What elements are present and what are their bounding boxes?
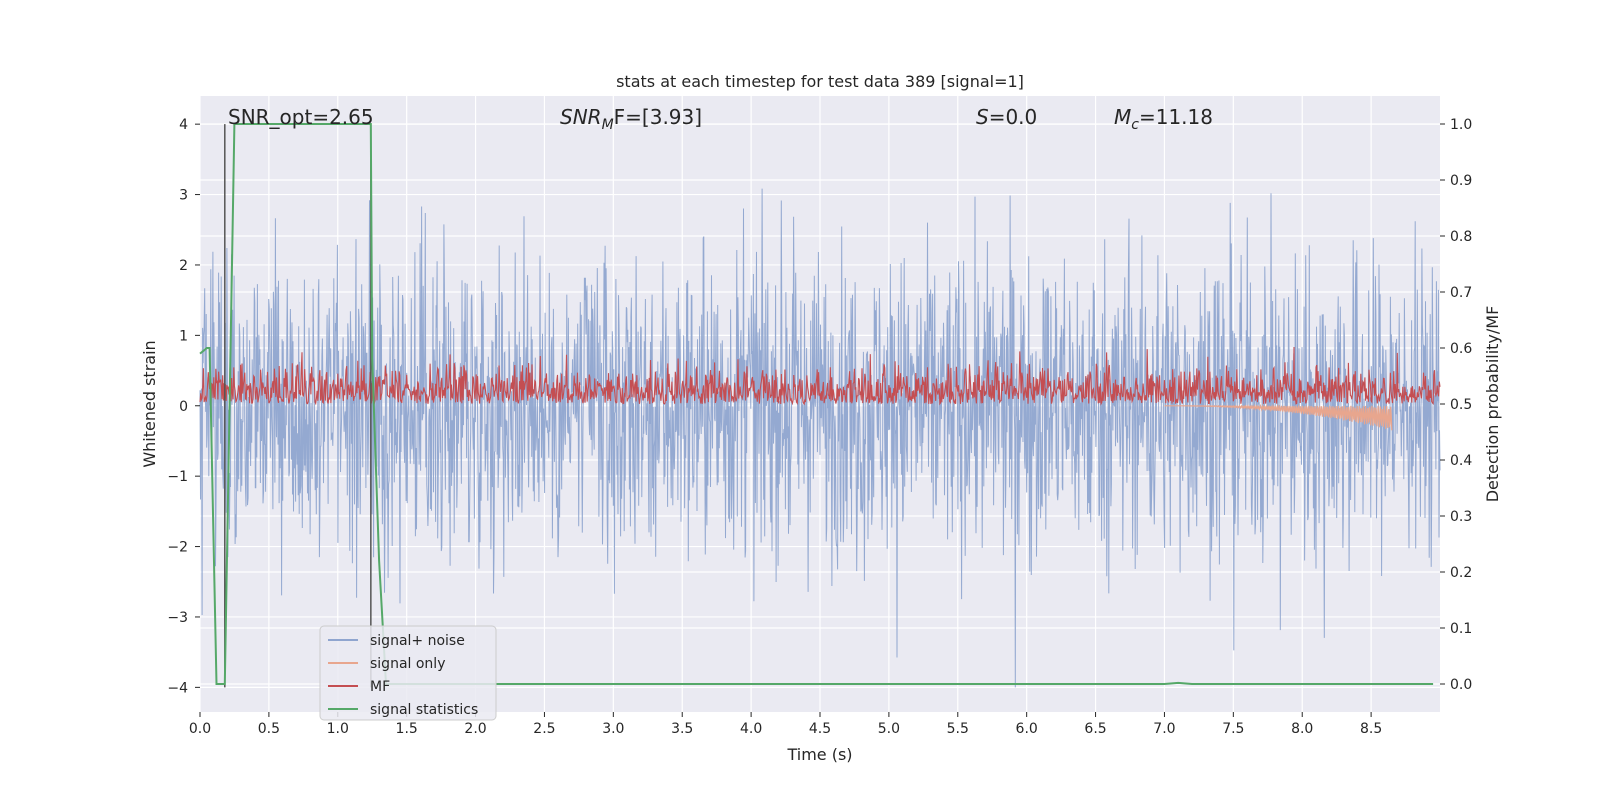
x-tick-label: 4.5	[809, 721, 831, 737]
right-axis-label: Detection probability/MF	[1483, 306, 1502, 503]
y-right-tick-label: 0.1	[1450, 621, 1472, 637]
annotation-mc-subscript: c	[1131, 117, 1139, 133]
legend-label-mf: MF	[370, 679, 390, 695]
x-tick-label: 3.0	[602, 721, 624, 737]
left-axis-label: Whitened strain	[140, 340, 159, 467]
x-tick-label: 7.5	[1222, 721, 1244, 737]
y-right-tick-label: 0.2	[1450, 565, 1472, 581]
x-tick-label: 0.5	[258, 721, 280, 737]
x-tick-label: 4.0	[740, 721, 762, 737]
y-right-tick-label: 0.5	[1450, 397, 1472, 413]
annotation-snr-mf-value: F=[3.93]	[614, 105, 702, 129]
x-tick-label: 5.5	[947, 721, 969, 737]
legend: signal+ noise signal only MF signal stat…	[319, 625, 497, 721]
legend-label-signal-only: signal only	[370, 656, 445, 672]
annotation-mc: Mc=11.18	[1114, 105, 1213, 133]
annotation-snr-mf: SNRMF=[3.93]	[560, 105, 702, 133]
series-signal-noise	[199, 188, 1441, 688]
y-right-tick-label: 0.9	[1450, 173, 1472, 189]
series-mf	[199, 346, 1441, 406]
annotation-snr-mf-subscript: M	[602, 117, 614, 133]
x-tick-label: 5.0	[878, 721, 900, 737]
signal-noise-line	[199, 188, 1441, 688]
annotation-mc-symbol: M	[1114, 105, 1131, 129]
left-axis-ticks: −4 −3 −2 −1 0 1 2 3 4	[167, 117, 200, 696]
x-axis-label: Time (s)	[786, 745, 852, 764]
annotation-snr-opt: SNR_opt=2.65	[228, 105, 374, 129]
series-signal-statistics	[199, 123, 1434, 685]
x-tick-label: 2.0	[464, 721, 486, 737]
y-left-tick-label: −3	[167, 610, 188, 626]
series-signal-only	[1164, 403, 1393, 431]
y-right-tick-label: 0.8	[1450, 229, 1472, 245]
y-right-tick-label: 0.4	[1450, 453, 1472, 469]
y-left-tick-label: −4	[167, 680, 188, 696]
x-tick-label: 8.5	[1360, 721, 1382, 737]
annotation-snr-mf-symbol: SNR	[560, 105, 602, 129]
annotation-s: S=0.0	[976, 105, 1037, 129]
x-tick-label: 2.5	[533, 721, 555, 737]
y-left-tick-label: 3	[179, 188, 188, 204]
signal-statistics-line	[199, 123, 1434, 685]
y-right-tick-label: 0.7	[1450, 285, 1472, 301]
y-left-tick-label: 1	[179, 328, 188, 344]
y-right-tick-label: 1.0	[1450, 117, 1472, 133]
y-left-tick-label: 0	[179, 399, 188, 415]
y-right-tick-label: 0.0	[1450, 677, 1472, 693]
x-tick-label: 3.5	[671, 721, 693, 737]
x-tick-label: 1.0	[327, 721, 349, 737]
y-left-tick-label: −1	[167, 469, 188, 485]
legend-label-signal-noise: signal+ noise	[370, 633, 465, 649]
x-axis-ticks: 0.0 0.5 1.0 1.5 2.0 2.5 3.0 3.5 4.0 4.5 5.0 5.5 6.0 6…	[189, 712, 1382, 737]
y-right-tick-label: 0.3	[1450, 509, 1472, 525]
legend-label-signal-statistics: signal statistics	[370, 702, 478, 718]
right-axis-ticks: 0.0 0.1 0.2 0.3 0.4 0.5 0.6 0.7 0.8 0.9 1.0	[1440, 117, 1472, 693]
x-tick-label: 7.0	[1153, 721, 1175, 737]
y-right-tick-label: 0.6	[1450, 341, 1472, 357]
annotation-s-symbol: S	[976, 105, 989, 129]
y-left-tick-label: −2	[167, 540, 188, 556]
chart-title: stats at each timestep for test data 389…	[616, 72, 1024, 91]
mf-line	[199, 346, 1441, 406]
y-left-tick-label: 4	[179, 117, 188, 133]
x-tick-label: 1.5	[396, 721, 418, 737]
y-left-tick-label: 2	[179, 258, 188, 274]
annotation-mc-value: =11.18	[1139, 105, 1213, 129]
x-tick-label: 6.5	[1084, 721, 1106, 737]
annotation-s-value: =0.0	[989, 105, 1038, 129]
signal-only-line	[1164, 403, 1393, 431]
x-tick-label: 0.0	[189, 721, 211, 737]
legend-box	[319, 625, 497, 721]
x-tick-label: 8.0	[1291, 721, 1313, 737]
x-tick-label: 6.0	[1016, 721, 1038, 737]
